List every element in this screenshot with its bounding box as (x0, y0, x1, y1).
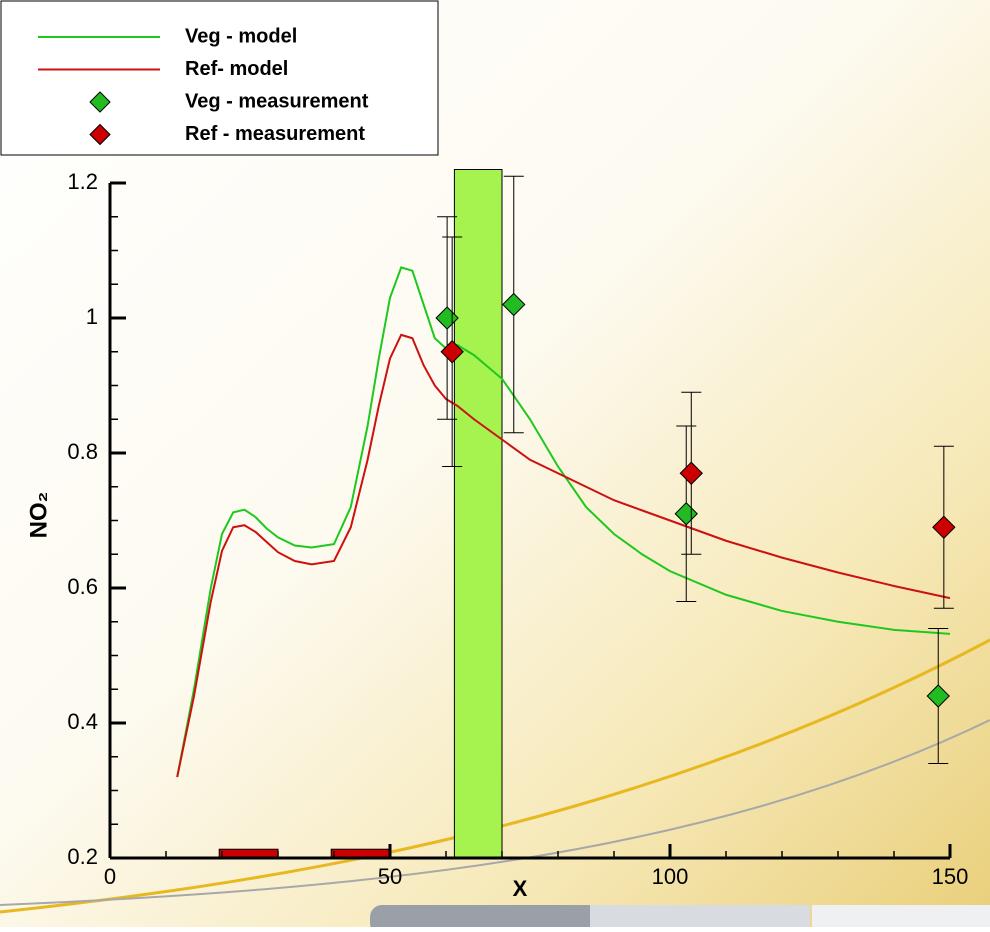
legend-label: Ref - measurement (185, 123, 365, 145)
y-tick-label: 0.6 (67, 574, 98, 599)
y-tick-label: 0.2 (67, 844, 98, 869)
x-tick-label: 100 (652, 864, 689, 889)
region (454, 170, 502, 859)
page: 0 50 100 150 0.2 0.4 0.6 0.8 1 1.2 X NO₂ Veg - mo… (0, 0, 990, 927)
decor-panel (590, 905, 810, 927)
y-tick-label: 1.2 (67, 169, 98, 194)
x-tick-label: 50 (378, 864, 402, 889)
chart: 0 50 100 150 0.2 0.4 0.6 0.8 1 1.2 X NO₂ Veg - mo… (0, 0, 990, 927)
y-tick-label: 0.8 (67, 439, 98, 464)
y-tick-label: 1 (86, 304, 98, 329)
legend-label: Veg - model (185, 25, 297, 47)
legend-label: Ref- model (185, 58, 288, 80)
x-tick-label: 150 (932, 864, 969, 889)
x-tick-label: 0 (104, 864, 116, 889)
y-tick-label: 0.4 (67, 709, 98, 734)
y-axis-label: NO₂ (25, 492, 52, 539)
legend-label: Veg - measurement (185, 90, 369, 112)
x-axis-label: X (513, 876, 528, 901)
decor-panel (812, 905, 990, 927)
